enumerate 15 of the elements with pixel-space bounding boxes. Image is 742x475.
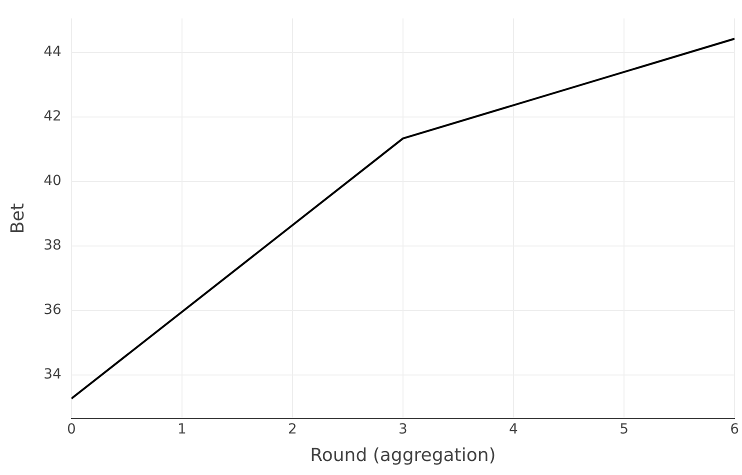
x-axis-title: Round (aggregation): [310, 444, 496, 466]
y-tick-label: 38: [44, 238, 62, 254]
y-tick-label: 44: [44, 44, 62, 60]
x-tick-label: 4: [509, 422, 518, 438]
y-axis-title: Bet: [7, 203, 28, 234]
y-tick-label: 36: [44, 302, 62, 318]
y-tick-label: 42: [44, 108, 62, 124]
y-tick-label: 40: [44, 173, 62, 190]
x-tick-label: 0: [66, 422, 76, 438]
x-tick-label: 3: [398, 422, 408, 438]
y-tick-label: 34: [44, 366, 62, 383]
x-tick-label: 5: [620, 422, 628, 438]
x-tick-label: 6: [730, 422, 740, 438]
x-tick-label: 2: [288, 422, 297, 438]
x-tick-label: 1: [177, 422, 186, 438]
